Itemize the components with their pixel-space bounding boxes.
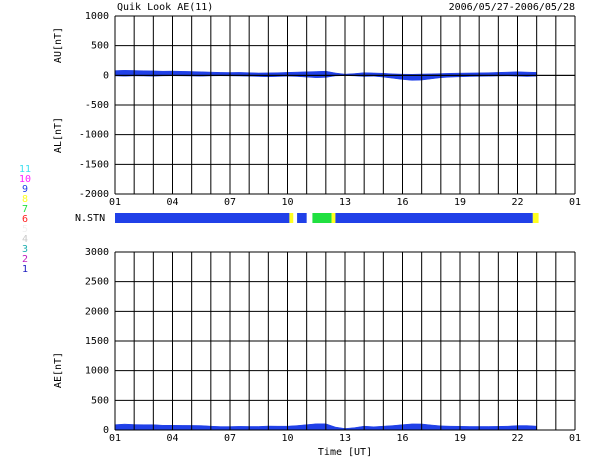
y-tick-label: 3000 [85, 247, 109, 258]
y-tick-label: -2000 [79, 189, 109, 200]
station-segment [115, 213, 290, 223]
x-tick-label: 01 [569, 433, 581, 444]
y-axis-label: AU[nT] [53, 27, 64, 63]
legend-entry: 8 [22, 194, 28, 205]
x-tick-label: 19 [454, 197, 466, 208]
x-tick-label: 22 [511, 433, 523, 444]
legend-entry: 4 [22, 234, 28, 245]
station-segment [335, 213, 533, 223]
legend-entry: 10 [19, 174, 31, 185]
x-tick-label: 07 [224, 433, 236, 444]
y-tick-label: -1500 [79, 159, 109, 170]
x-tick-label: 19 [454, 433, 466, 444]
data-area [114, 75, 537, 81]
x-tick-label: 10 [281, 197, 293, 208]
legend-entry: 2 [22, 254, 28, 265]
y-axis-label: AL[nT] [53, 117, 64, 153]
legend-entry: 9 [22, 184, 28, 195]
x-tick-label: 13 [339, 197, 351, 208]
x-tick-label: 16 [396, 433, 408, 444]
y-tick-label: -1000 [79, 130, 109, 141]
y-tick-label: 1500 [85, 336, 109, 347]
x-tick-label: 01 [109, 197, 121, 208]
x-tick-label: 01 [109, 433, 121, 444]
x-tick-label: 22 [511, 197, 523, 208]
x-tick-label: 04 [166, 433, 178, 444]
x-tick-label: 10 [281, 433, 293, 444]
x-tick-label: 07 [224, 197, 236, 208]
legend-entry: 5 [22, 224, 28, 235]
station-segment [331, 213, 336, 223]
chart-subtitle: 2006/05/27-2006/05/28 [449, 2, 575, 13]
legend-entry: 6 [22, 214, 28, 225]
y-tick-label: 500 [91, 41, 109, 52]
x-tick-label: 13 [339, 433, 351, 444]
y-axis-label: AE[nT] [53, 352, 64, 388]
x-tick-label: 01 [569, 197, 581, 208]
x-axis-label: Time [UT] [318, 447, 372, 458]
y-tick-label: 2500 [85, 277, 109, 288]
station-segment [289, 213, 294, 223]
y-tick-label: 500 [91, 395, 109, 406]
x-tick-label: 16 [396, 197, 408, 208]
y-tick-label: 0 [103, 425, 109, 436]
legend-entry: 7 [22, 204, 28, 215]
y-tick-label: 1000 [85, 366, 109, 377]
y-tick-label: -500 [85, 100, 109, 111]
legend-entry: 11 [19, 164, 31, 175]
legend-entry: 3 [22, 244, 28, 255]
station-label: N.STN [75, 213, 105, 224]
chart-title: Quik Look AE(11) [117, 2, 213, 13]
x-tick-label: 04 [166, 197, 178, 208]
y-tick-label: 2000 [85, 306, 109, 317]
station-segment [532, 213, 539, 223]
station-segment [312, 213, 332, 223]
legend-entry: 1 [22, 264, 28, 275]
station-segment [297, 213, 307, 223]
y-tick-label: 1000 [85, 11, 109, 22]
y-tick-label: 0 [103, 70, 109, 81]
